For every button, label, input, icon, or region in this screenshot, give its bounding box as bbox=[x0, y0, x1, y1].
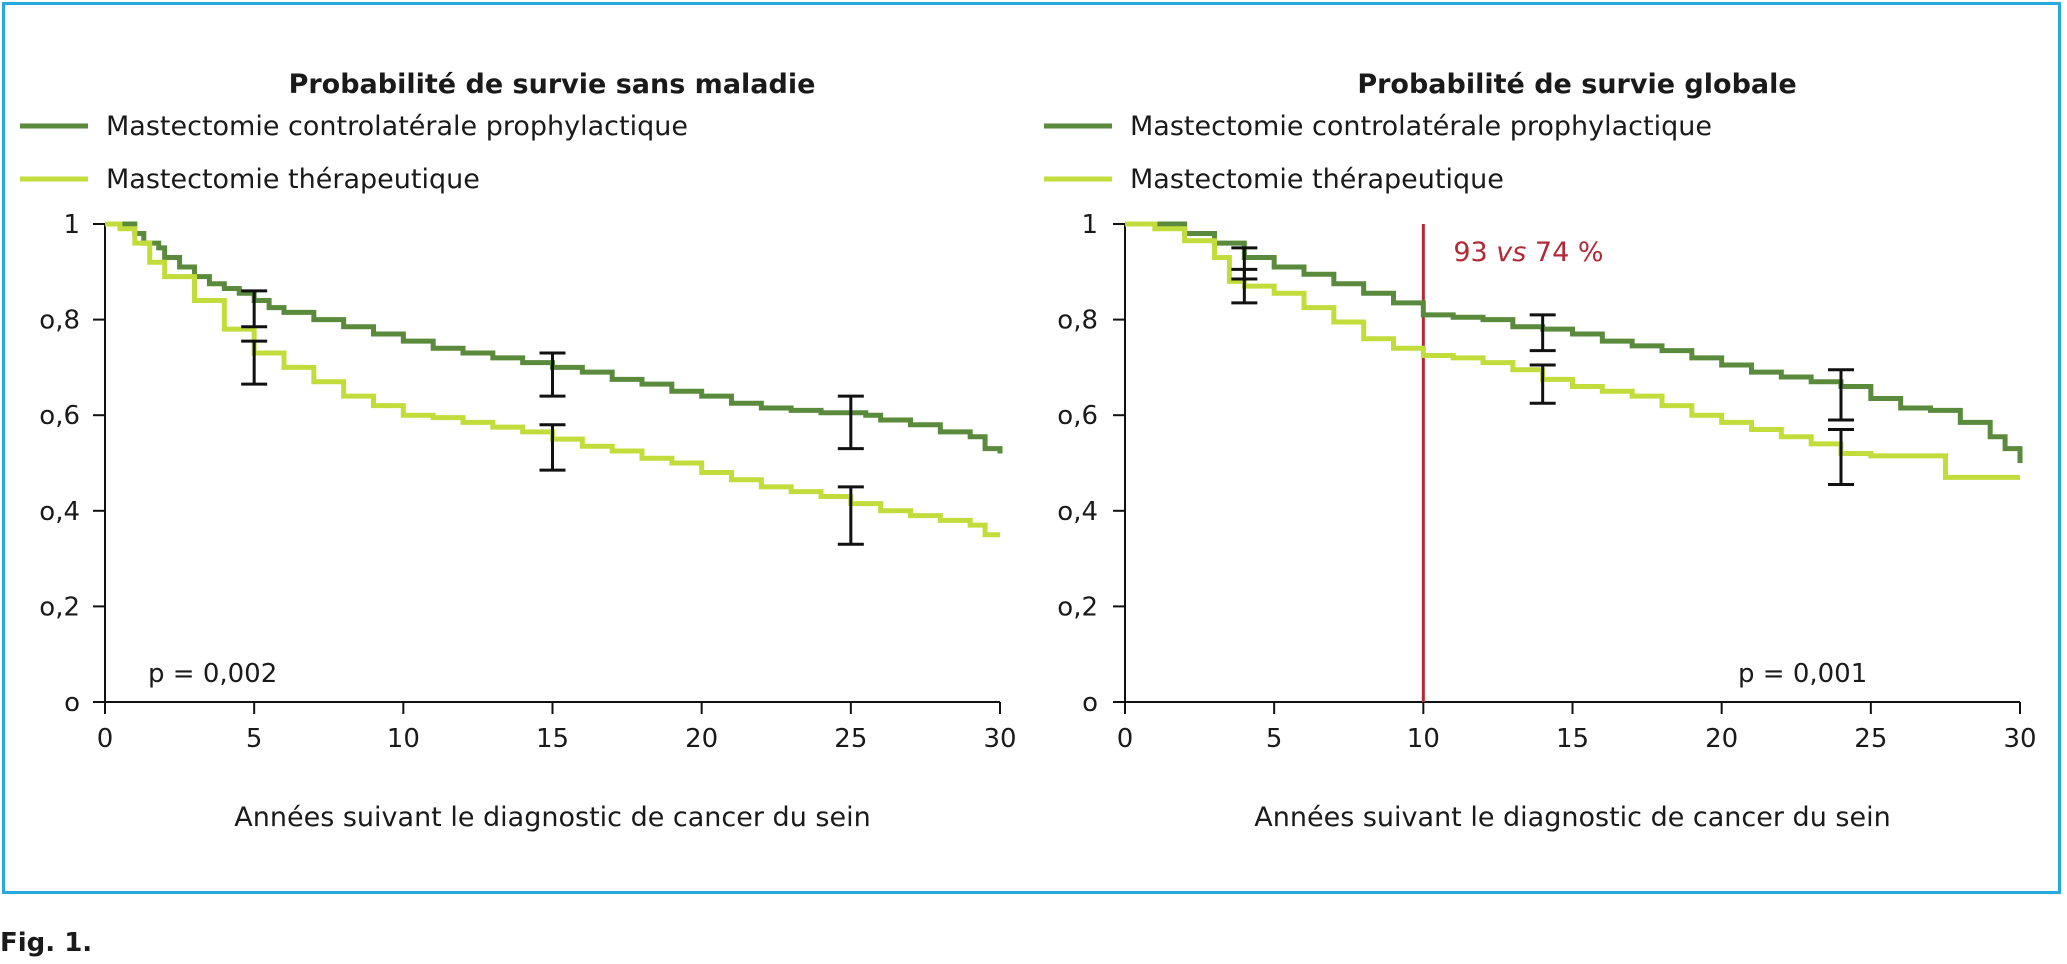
y-tick-label: o,4 bbox=[39, 497, 80, 527]
x-tick-label: 30 bbox=[2003, 724, 2036, 754]
error-bar bbox=[241, 339, 268, 386]
y-tick-label: o bbox=[64, 688, 80, 718]
chart-title: Probabilité de survie sans maladie bbox=[289, 69, 816, 100]
y-tick-label: o bbox=[1082, 688, 1098, 718]
y-tick-label: o,2 bbox=[39, 592, 80, 622]
p-value-label: p = 0,001 bbox=[1738, 659, 1867, 689]
x-axis-label: Années suivant le diagnostic de cancer d… bbox=[234, 802, 870, 833]
chart-title: Probabilité de survie globale bbox=[1357, 69, 1796, 100]
chart-panel-1: Probabilité de survie sans maladie Mastec… bbox=[20, 69, 1017, 833]
series-line-1 bbox=[105, 221, 1003, 454]
x-tick-label: 25 bbox=[834, 724, 867, 754]
x-tick-label: 5 bbox=[1266, 724, 1283, 754]
x-tick-label: 10 bbox=[387, 724, 420, 754]
y-tick-label: o,6 bbox=[1057, 401, 1098, 431]
x-axis-label: Années suivant le diagnostic de cancer d… bbox=[1254, 802, 1890, 833]
error-bar bbox=[1231, 267, 1258, 305]
x-tick-label: 20 bbox=[685, 724, 718, 754]
y-tick-label: o,2 bbox=[1057, 592, 1098, 622]
x-tick-label: 0 bbox=[97, 724, 114, 754]
error-bar bbox=[241, 289, 268, 329]
x-tick-label: 15 bbox=[1556, 724, 1589, 754]
error-bar bbox=[1828, 368, 1854, 422]
x-tick-label: 25 bbox=[1854, 724, 1887, 754]
legend-label-1: Mastectomie controlatérale prophylactiqu… bbox=[1130, 111, 1712, 142]
series-line-1 bbox=[1125, 221, 2023, 463]
x-tick-label: 15 bbox=[536, 724, 569, 754]
y-tick-label: 1 bbox=[63, 210, 80, 240]
error-bar bbox=[1529, 313, 1556, 353]
x-tick-label: 30 bbox=[983, 724, 1016, 754]
figure-frame bbox=[2, 2, 2061, 894]
y-tick-label: o,8 bbox=[39, 306, 80, 336]
error-bar bbox=[1828, 428, 1854, 487]
p-value-label: p = 0,002 bbox=[148, 659, 277, 689]
error-bar bbox=[539, 423, 566, 472]
figure-caption: Fig. 1. bbox=[0, 928, 93, 958]
legend-label-1: Mastectomie controlatérale prophylactiqu… bbox=[106, 111, 688, 142]
error-bar bbox=[837, 485, 864, 546]
legend-label-2: Mastectomie thérapeutique bbox=[106, 164, 480, 195]
y-tick-label: o,6 bbox=[39, 401, 80, 431]
y-tick-label: 1 bbox=[1081, 210, 1098, 240]
x-tick-label: 0 bbox=[1117, 724, 1134, 754]
reference-annotation: 93 vs 74 % bbox=[1453, 237, 1603, 268]
y-tick-label: o,4 bbox=[1057, 497, 1098, 527]
series-line-2 bbox=[105, 221, 1000, 538]
chart-panel-2: Probabilité de survie globale Mastectomie… bbox=[1044, 69, 2037, 833]
legend-label-2: Mastectomie thérapeutique bbox=[1130, 164, 1504, 195]
x-tick-label: 5 bbox=[246, 724, 263, 754]
x-tick-label: 10 bbox=[1407, 724, 1440, 754]
error-bar bbox=[539, 351, 566, 398]
x-tick-label: 20 bbox=[1705, 724, 1738, 754]
error-bar bbox=[837, 394, 864, 451]
error-bar bbox=[1529, 363, 1556, 405]
y-tick-label: o,8 bbox=[1057, 306, 1098, 336]
